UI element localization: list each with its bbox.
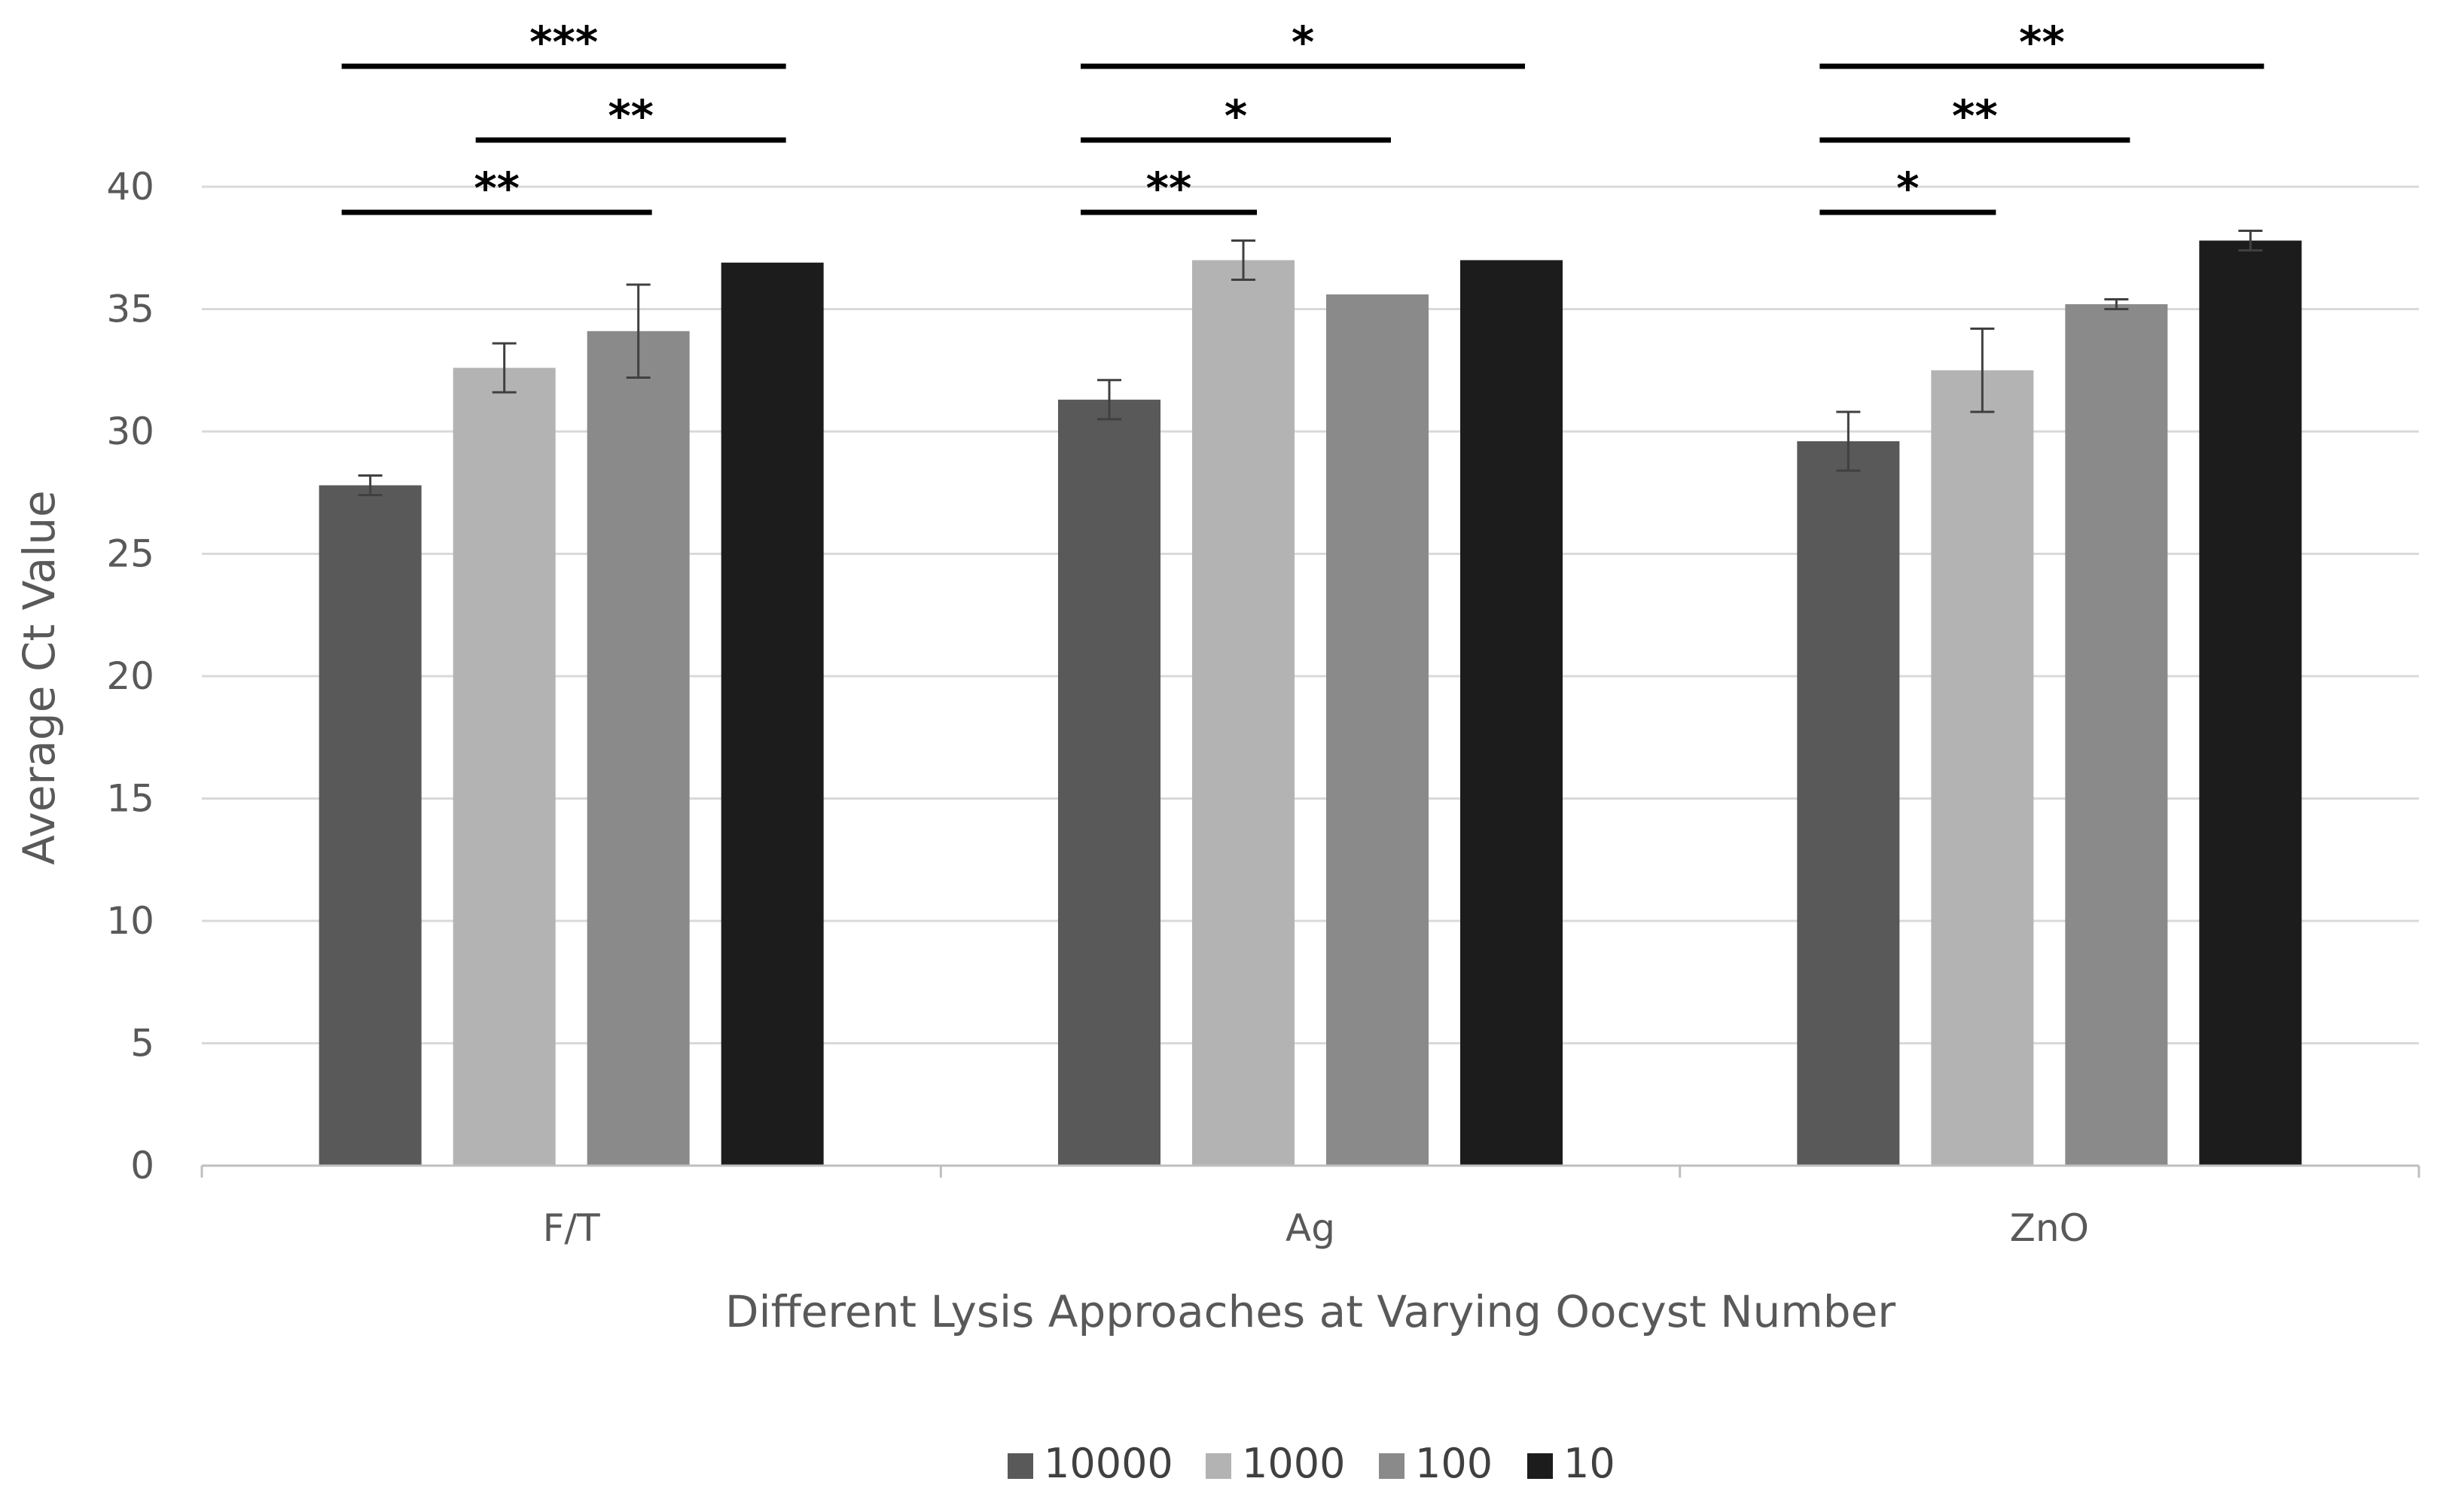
bar-10-ZnO	[2199, 240, 2302, 1166]
bars	[319, 240, 2302, 1166]
bar-100-Ag	[1326, 294, 1429, 1166]
y-tick-label: 30	[106, 410, 154, 453]
bar-1000-Ag	[1192, 260, 1295, 1166]
legend: 10000 1000 100 10	[1008, 1440, 1615, 1487]
legend-label-10: 10	[1563, 1440, 1615, 1487]
x-tick-label: F/T	[543, 1206, 601, 1250]
bar-10000-ZnO	[1797, 441, 1900, 1166]
bar-1000-FT	[453, 367, 556, 1166]
significance-label: **	[2019, 17, 2065, 68]
significance-label: **	[1146, 163, 1192, 214]
x-tick-label: ZnO	[2010, 1206, 2089, 1250]
y-tick-label: 10	[106, 899, 154, 943]
significance-label: *	[1292, 17, 1314, 68]
y-tick-label: 25	[106, 532, 154, 576]
y-tick-label: 15	[106, 777, 154, 821]
bar-100-ZnO	[2065, 304, 2168, 1166]
y-axis-title: Average Ct Value	[14, 490, 65, 865]
legend-swatch-10	[1527, 1453, 1553, 1479]
bar-10-Ag	[1460, 260, 1563, 1166]
legend-label-10000: 10000	[1044, 1440, 1173, 1487]
x-axis-title: Different Lysis Approaches at Varying Oo…	[725, 1286, 1895, 1337]
significance-label: **	[474, 163, 520, 214]
legend-swatch-100	[1379, 1453, 1404, 1479]
x-axis: 0 5 10 15 20 25 30 35 40 F/T Ag ZnO	[106, 165, 2420, 1250]
legend-swatch-10000	[1008, 1453, 1033, 1479]
legend-label-1000: 1000	[1242, 1440, 1345, 1487]
bar-100-FT	[587, 331, 690, 1166]
significance-label: **	[1952, 90, 1998, 142]
y-tick-label: 40	[106, 165, 154, 209]
significance-annotations: ****************	[341, 17, 2265, 215]
y-tick-label: 35	[106, 288, 154, 331]
significance-label: **	[608, 90, 654, 142]
significance-label: ***	[529, 17, 598, 68]
bar-10-FT	[721, 262, 824, 1166]
y-tick-label: 0	[130, 1144, 154, 1187]
gridlines	[202, 185, 2419, 1044]
legend-swatch-1000	[1206, 1453, 1231, 1479]
bar-10000-FT	[319, 485, 422, 1166]
bar-1000-ZnO	[1931, 370, 2034, 1166]
significance-label: *	[1896, 163, 1919, 214]
error-bars	[358, 230, 2263, 496]
x-tick-label: Ag	[1286, 1206, 1335, 1250]
significance-label: *	[1225, 90, 1247, 142]
y-tick-label: 5	[130, 1022, 154, 1065]
bar-10000-Ag	[1058, 399, 1160, 1166]
y-tick-label: 20	[106, 654, 154, 698]
legend-label-100: 100	[1415, 1440, 1493, 1487]
